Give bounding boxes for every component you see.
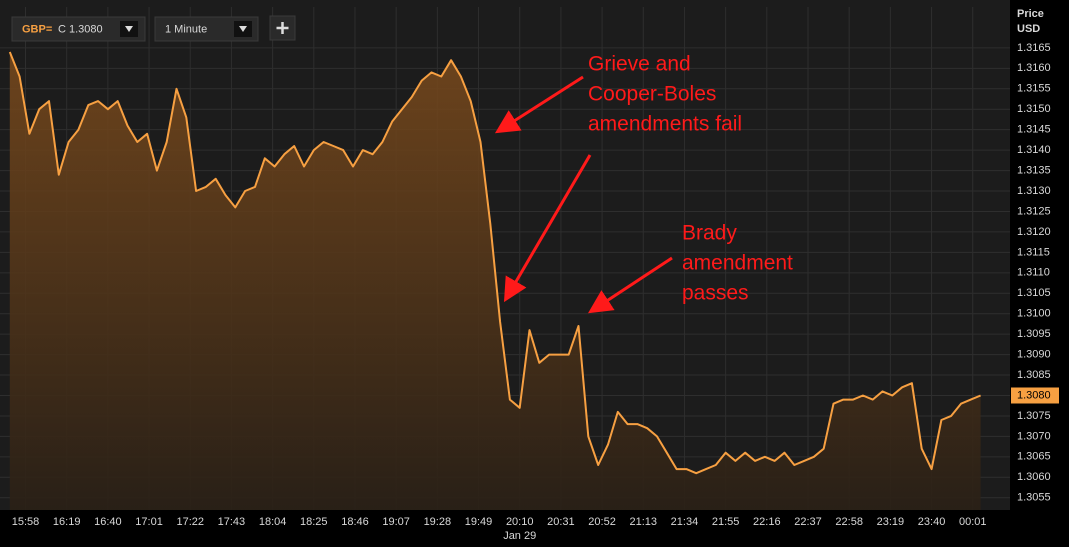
x-tick-label: 20:52 — [588, 516, 616, 528]
y-tick-label: 1.3130 — [1017, 185, 1051, 197]
arrow — [587, 256, 673, 314]
toolbar: GBP= C 1.3080 1 Minute — [11, 15, 296, 42]
y-tick-label: 1.3160 — [1017, 62, 1051, 74]
y-tick-label: 1.3100 — [1017, 308, 1051, 320]
x-tick-label: 18:04 — [259, 516, 287, 528]
x-tick-label: 16:19 — [53, 516, 81, 528]
axes: Price USD 1.3055 1.3060 1.3065 1.3070 1.3075… — [12, 8, 1059, 542]
x-tick-label: 22:16 — [753, 516, 781, 528]
x-tick-label: 20:31 — [547, 516, 575, 528]
x-tick-label: 21:55 — [712, 516, 740, 528]
price-tag — [1011, 387, 1059, 404]
annotation: amendments fail — [588, 113, 742, 136]
interval: 1 Minute — [165, 23, 207, 35]
y-tick-label: 1.3155 — [1017, 83, 1051, 95]
x-tick-label: 17:01 — [135, 516, 163, 528]
x-tick-label: 21:34 — [671, 516, 699, 528]
price-tag-label: 1.3080 — [1017, 389, 1051, 401]
y-tick-label: 1.3165 — [1017, 42, 1051, 54]
x-tick-label: 18:25 — [300, 516, 328, 528]
y-tick-label: 1.3060 — [1017, 471, 1051, 483]
x-tick-label: 23:40 — [918, 516, 946, 528]
y-tick-label: 1.3105 — [1017, 287, 1051, 299]
y-tick-label: 1.3120 — [1017, 226, 1051, 238]
annotation: Brady — [682, 222, 737, 245]
x-tick-label: 18:46 — [341, 516, 369, 528]
y-tick-label: 1.3110 — [1017, 267, 1050, 279]
y-tick-label: 1.3065 — [1017, 451, 1051, 463]
y-tick-label: 1.3085 — [1017, 369, 1051, 381]
price-line — [8, 51, 981, 475]
y-tick-label: 1.3115 — [1017, 246, 1050, 258]
x-tick-label: 22:37 — [794, 516, 822, 528]
y-axis-panel — [1010, 0, 1069, 547]
add-icon — [276, 22, 289, 34]
add-button[interactable] — [269, 15, 296, 41]
y-tick-label: 1.3145 — [1017, 124, 1051, 136]
y-tick-label: 1.3055 — [1017, 492, 1051, 504]
x-tick-label: 16:40 — [94, 516, 122, 528]
y-tick-label: 1.3095 — [1017, 328, 1051, 340]
x-tick-label: 19:07 — [382, 516, 410, 528]
x-tick-label: 00:01 — [959, 516, 987, 528]
x-axis-panel — [0, 510, 1010, 547]
annotation: passes — [682, 282, 749, 305]
annotations — [494, 75, 673, 314]
x-tick-label: 15:58 — [12, 516, 40, 528]
x-tick-label: 19:49 — [465, 516, 493, 528]
axis-title: Price — [1017, 8, 1044, 20]
y-tick-label: 1.3140 — [1017, 144, 1051, 156]
arrow — [503, 154, 592, 303]
date-label: Jan 29 — [503, 530, 536, 542]
symbol: GBP= — [22, 23, 52, 35]
y-tick-label: 1.3135 — [1017, 164, 1051, 176]
y-tick-label: 1.3125 — [1017, 205, 1051, 217]
x-tick-label: 22:58 — [835, 516, 863, 528]
x-tick-label: 17:22 — [176, 516, 204, 528]
dropdown-icon — [239, 26, 247, 32]
y-tick-label: 1.3075 — [1017, 410, 1051, 422]
y-tick-label: 1.3070 — [1017, 430, 1051, 442]
y-tick-label: 1.3090 — [1017, 349, 1051, 361]
x-tick-label: 17:43 — [218, 516, 246, 528]
x-tick-label: 20:10 — [506, 516, 534, 528]
dropdown-icon — [125, 26, 133, 32]
annotation: Grieve and — [588, 53, 691, 76]
x-tick-label: 21:13 — [629, 516, 657, 528]
axis-unit: USD — [1017, 23, 1040, 35]
arrow — [494, 75, 584, 134]
y-tick-label: 1.3150 — [1017, 103, 1051, 115]
x-tick-label: 19:28 — [424, 516, 452, 528]
annotation: amendment — [682, 252, 793, 275]
quote: C 1.3080 — [58, 23, 103, 35]
annotation: Cooper-Boles — [588, 83, 716, 106]
series — [8, 51, 981, 510]
x-tick-label: 23:19 — [877, 516, 905, 528]
